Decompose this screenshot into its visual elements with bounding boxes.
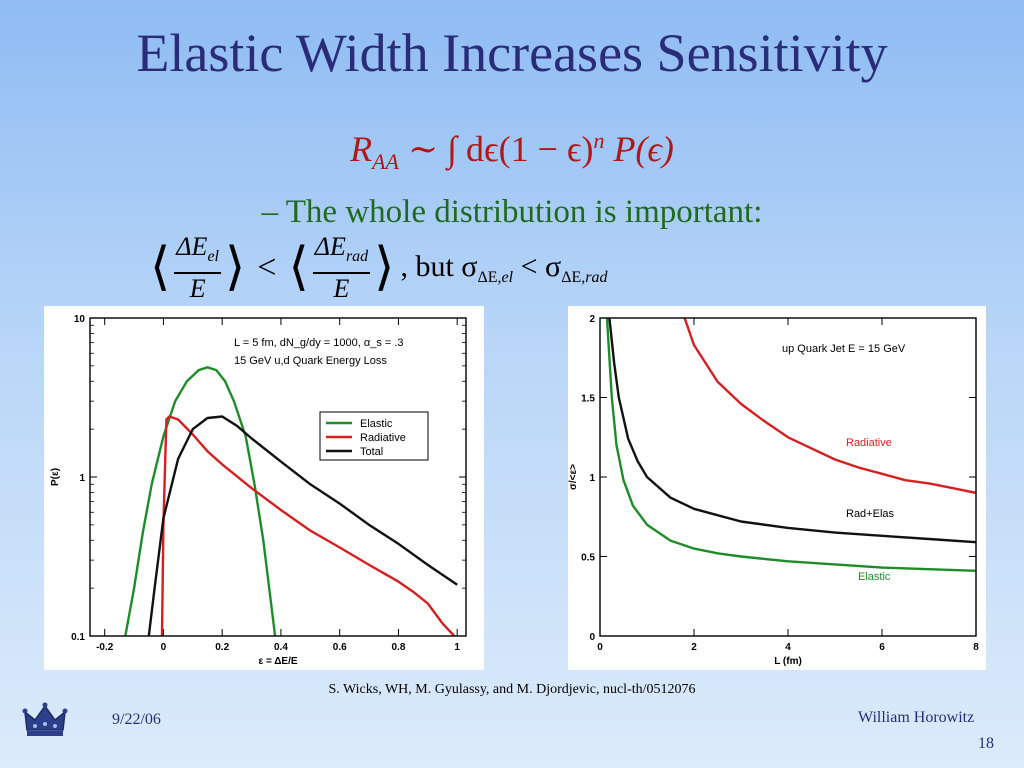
sigma-mid: < σ bbox=[513, 249, 562, 283]
x-tick-label: 0.6 bbox=[333, 642, 347, 653]
formula-lhs-sub: AA bbox=[372, 149, 399, 175]
frac-el-den: E bbox=[189, 274, 206, 304]
series-line-elastic bbox=[124, 366, 277, 636]
left-angle: ⟨ bbox=[150, 239, 171, 296]
x-axis-label: ε = ΔE/E bbox=[258, 656, 297, 667]
x-axis-label: L (fm) bbox=[774, 656, 802, 667]
but-sigma: , but σ bbox=[400, 249, 478, 283]
plot-title: up Quark Jet E = 15 GeV bbox=[782, 343, 906, 355]
sigma-sub1-it: el bbox=[501, 268, 514, 286]
frac-rad-sub: rad bbox=[345, 248, 369, 266]
sigma-sub2-it: rad bbox=[585, 268, 608, 286]
slide-author: William Horowitz bbox=[858, 709, 975, 726]
x-tick-label: 0.4 bbox=[274, 642, 288, 653]
y-tick-label: 0.5 bbox=[581, 553, 595, 564]
x-tick-label: 0 bbox=[161, 642, 167, 653]
sigma-sub1: ΔE, bbox=[477, 268, 502, 286]
raa-formula: RAA ∼ ∫ dϵ(1 − ϵ)n P(ϵ) bbox=[0, 128, 1024, 175]
right-angle: ⟩ bbox=[225, 239, 246, 296]
series-label: Elastic bbox=[858, 571, 891, 583]
y-tick-label: 0.1 bbox=[71, 632, 85, 643]
energy-loss-distribution-plot: -0.2 0 0.2 0.4 0.6 0.8 1 0.1 1 10 ε = ΔE/E P(ε) L = … bbox=[44, 306, 484, 670]
y-tick-label: 1 bbox=[589, 473, 595, 484]
y-axis-label: σ/<ε> bbox=[568, 464, 579, 490]
y-axis-label: P(ε) bbox=[50, 468, 61, 486]
x-tick-label: 0 bbox=[597, 642, 603, 653]
x-tick-label: 0.8 bbox=[391, 642, 405, 653]
y-tick-label: 0 bbox=[589, 632, 595, 643]
sigma-comparison: , but σΔE,el < σΔE,rad bbox=[400, 250, 607, 287]
sigma-sub2: ΔE, bbox=[561, 268, 586, 286]
y-tick-label: 1.5 bbox=[581, 394, 595, 405]
series-line-elastic bbox=[605, 318, 976, 572]
frac-el-sub: el bbox=[207, 248, 219, 266]
x-tick-label: 4 bbox=[785, 642, 791, 653]
y-tick-label: 1 bbox=[79, 473, 85, 484]
x-tick-label: 0.2 bbox=[215, 642, 229, 653]
formula-exp: n bbox=[593, 128, 605, 153]
plot-frame bbox=[599, 317, 977, 637]
x-tick-label: -0.2 bbox=[96, 642, 114, 653]
frac-rad-num: ΔE bbox=[314, 231, 346, 261]
legend-label: Elastic bbox=[360, 418, 393, 430]
frac-el-num: ΔE bbox=[176, 231, 208, 261]
x-tick-label: 8 bbox=[973, 642, 979, 653]
less-than: < bbox=[257, 249, 277, 286]
frac-rad-den: E bbox=[333, 274, 350, 304]
x-tick-label: 6 bbox=[879, 642, 885, 653]
series-label: Radiative bbox=[846, 437, 892, 449]
formula-lhs: R bbox=[350, 129, 373, 169]
slide-title: Elastic Width Increases Sensitivity bbox=[136, 23, 888, 83]
bullet-text: – The whole distribution is important: bbox=[261, 194, 763, 230]
x-tick-label: 2 bbox=[691, 642, 697, 653]
legend-label: Radiative bbox=[360, 432, 406, 444]
width-ratio-plot: 0 2 4 6 8 0 0.5 1 1.5 2 L (fm) σ/<ε> up Quark Jet E … bbox=[568, 306, 986, 670]
reference-citation: S. Wicks, WH, M. Gyulassy, and M. Djordj… bbox=[328, 682, 696, 697]
x-tick-label: 1 bbox=[454, 642, 460, 653]
series-line-total bbox=[147, 415, 458, 636]
fraction-radiative: ΔErad E bbox=[312, 231, 371, 304]
series-line-radiative bbox=[160, 415, 456, 636]
right-angle-2: ⟩ bbox=[374, 239, 395, 296]
annotation-line-1: L = 5 fm, dN_g/dy = 1000, α_s = .3 bbox=[234, 337, 404, 349]
y-tick-label: 10 bbox=[74, 314, 86, 325]
annotation-line-2: 15 GeV u,d Quark Energy Loss bbox=[234, 355, 387, 367]
fraction-elastic: ΔEel E bbox=[174, 232, 221, 304]
series-line-radiative bbox=[683, 318, 976, 495]
slide-date: 9/22/06 bbox=[112, 711, 161, 728]
formula-tail: P(ϵ) bbox=[604, 129, 674, 169]
series-line-rad-elas bbox=[608, 318, 976, 544]
legend-label: Total bbox=[360, 446, 383, 458]
inequality-line: ⟨ ΔEel E ⟩ < ⟨ ΔErad E ⟩ , but σΔE,el < … bbox=[150, 232, 607, 303]
crown-icon bbox=[22, 702, 68, 736]
left-angle-2: ⟨ bbox=[288, 239, 309, 296]
y-tick-label: 2 bbox=[589, 314, 595, 325]
series-label: Rad+Elas bbox=[846, 508, 895, 520]
page-number: 18 bbox=[978, 735, 994, 752]
formula-rhs: ∼ ∫ dϵ(1 − ϵ) bbox=[407, 129, 594, 169]
